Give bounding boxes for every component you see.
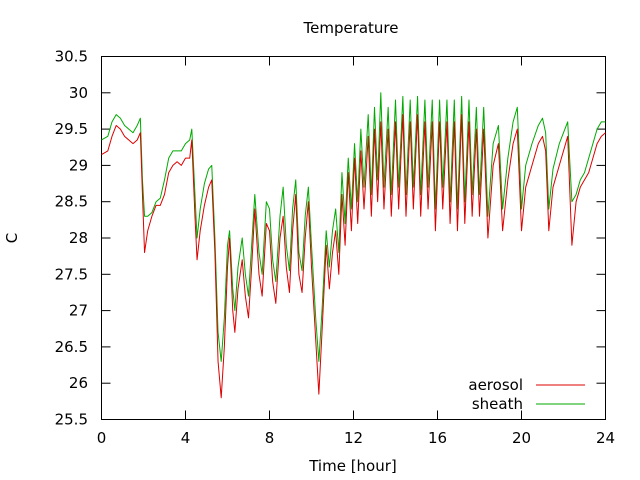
- y-tick-label: 30: [69, 84, 88, 102]
- y-tick-label: 29.5: [55, 120, 88, 138]
- x-tick-label: 12: [344, 429, 363, 447]
- x-axis-label: Time [hour]: [308, 457, 397, 475]
- series-line-sheath: [101, 92, 606, 362]
- y-axis: 25.5 26 26.5 27 27.5 28 28.5 29 29.5 30 30.5: [55, 48, 606, 429]
- x-axis: 0 4 8 12 16 20 24: [97, 56, 615, 447]
- plot-frame: [101, 56, 606, 420]
- y-tick-label: 28.5: [55, 193, 88, 211]
- y-tick-label: 28: [69, 229, 88, 247]
- chart-title: Temperature: [302, 19, 398, 37]
- series-layer: [101, 92, 606, 399]
- y-tick-label: 26.5: [55, 338, 88, 356]
- x-tick-label: 20: [512, 429, 531, 447]
- y-tick-label: 26: [69, 374, 88, 392]
- y-axis-label: C: [3, 233, 21, 243]
- x-tick-label: 4: [181, 429, 191, 447]
- y-tick-label: 30.5: [55, 48, 88, 66]
- y-tick-label: 27: [69, 302, 88, 320]
- legend-label-aerosol: aerosol: [468, 376, 523, 394]
- y-tick-label: 29: [69, 156, 88, 174]
- y-tick-label: 27.5: [55, 265, 88, 283]
- x-tick-label: 8: [265, 429, 275, 447]
- series-line-aerosol: [101, 114, 606, 399]
- x-tick-label: 24: [596, 429, 615, 447]
- legend-label-sheath: sheath: [472, 395, 523, 413]
- x-tick-label: 16: [428, 429, 447, 447]
- x-tick-label: 0: [97, 429, 107, 447]
- y-tick-label: 25.5: [55, 411, 88, 429]
